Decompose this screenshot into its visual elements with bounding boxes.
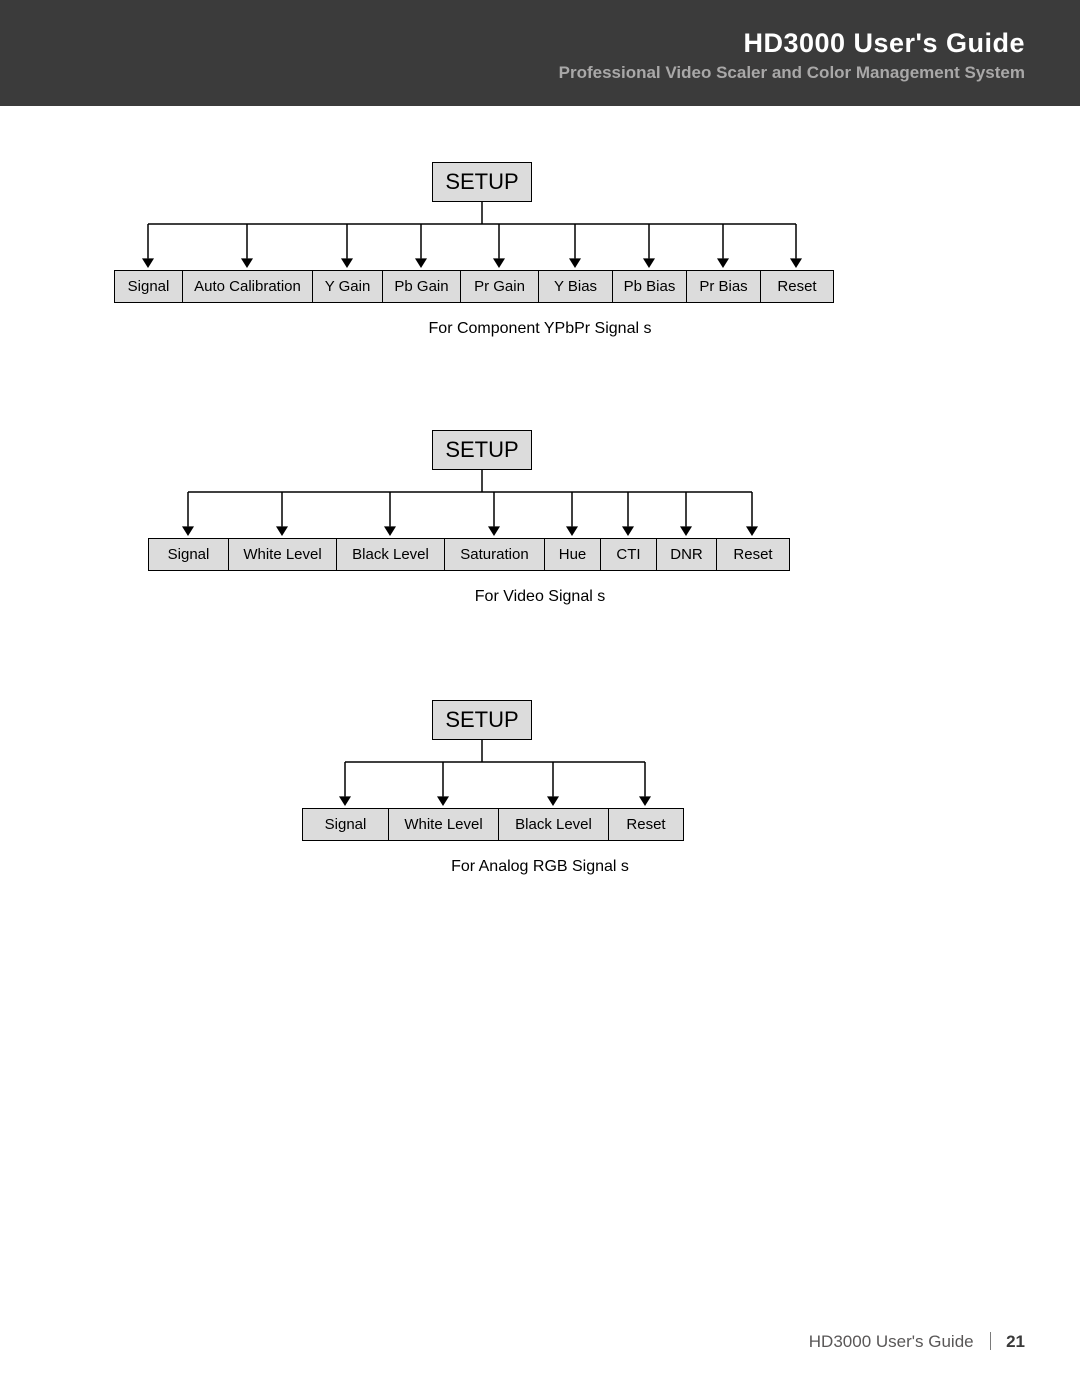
setup-child-cell: Reset (761, 271, 833, 302)
diagram-caption: For Video Signal s (0, 588, 1080, 606)
setup-child-cell: Hue (545, 539, 601, 570)
setup-child-cell: Pr Gain (461, 271, 539, 302)
diagram-caption: For Component YPbPr Signal s (0, 320, 1080, 338)
setup-child-cell: Signal (149, 539, 229, 570)
footer-separator (990, 1332, 991, 1350)
setup-child-cell: Reset (609, 809, 683, 840)
setup-diagram: SETUPSignalWhite LevelBlack LevelSaturat… (0, 430, 1080, 618)
setup-diagram: SETUPSignalWhite LevelBlack LevelResetFo… (0, 700, 1080, 888)
setup-child-cell: DNR (657, 539, 717, 570)
setup-child-cell: Pb Gain (383, 271, 461, 302)
header-title: HD3000 User's Guide (743, 28, 1025, 59)
footer-page-number: 21 (1006, 1332, 1025, 1351)
setup-child-cell: White Level (229, 539, 337, 570)
setup-child-cell: Black Level (499, 809, 609, 840)
setup-diagram: SETUPSignalAuto CalibrationY GainPb Gain… (0, 162, 1080, 350)
setup-child-cell: Signal (303, 809, 389, 840)
setup-child-cell: Y Bias (539, 271, 613, 302)
setup-child-cell: White Level (389, 809, 499, 840)
diagram-caption: For Analog RGB Signal s (0, 858, 1080, 876)
page-footer: HD3000 User's Guide 21 (809, 1332, 1025, 1352)
connector-lines (0, 162, 1080, 275)
setup-child-cell: Pr Bias (687, 271, 761, 302)
setup-child-cell: CTI (601, 539, 657, 570)
setup-child-cell: Auto Calibration (183, 271, 313, 302)
footer-text: HD3000 User's Guide (809, 1332, 974, 1351)
page-header: HD3000 User's Guide Professional Video S… (0, 0, 1080, 106)
header-subtitle: Professional Video Scaler and Color Mana… (559, 63, 1025, 83)
connector-lines (0, 700, 1080, 813)
setup-child-cell: Y Gain (313, 271, 383, 302)
setup-child-cell: Saturation (445, 539, 545, 570)
connector-lines (0, 430, 1080, 543)
setup-child-cell: Reset (717, 539, 789, 570)
setup-child-cell: Pb Bias (613, 271, 687, 302)
setup-child-cell: Black Level (337, 539, 445, 570)
setup-child-cell: Signal (115, 271, 183, 302)
